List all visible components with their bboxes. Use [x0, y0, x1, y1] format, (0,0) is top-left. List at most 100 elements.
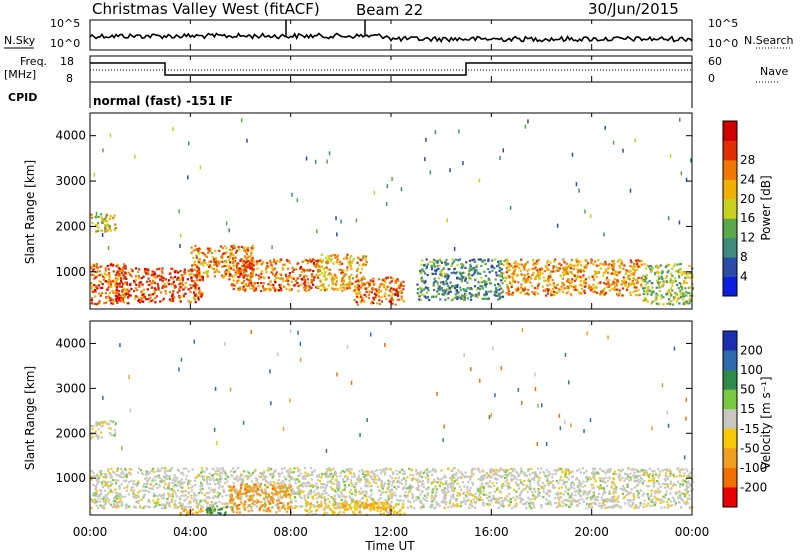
echo-cell	[394, 303, 397, 306]
echo-cell	[603, 504, 606, 507]
echo-cell	[233, 260, 236, 263]
echo-cell	[98, 300, 101, 303]
echo-cell	[228, 266, 231, 270]
echo-cell	[198, 275, 201, 278]
echo-cell	[552, 265, 555, 268]
echo-cell	[120, 296, 123, 299]
echo-cell	[307, 491, 310, 494]
echo-cell	[155, 295, 158, 298]
echo-cell	[472, 272, 475, 276]
echo-cell	[517, 475, 520, 478]
echo-cell	[650, 302, 653, 305]
echo-cell	[546, 479, 549, 482]
echo-cell	[527, 468, 530, 471]
echo-cell	[144, 477, 147, 480]
echo-cell	[303, 497, 306, 500]
echo-cell	[309, 484, 312, 488]
echo-cell	[393, 485, 396, 488]
echo-cell	[553, 469, 556, 472]
echo-cell	[285, 487, 288, 490]
echo-cell	[575, 258, 578, 261]
echo-cell	[679, 485, 682, 488]
echo-cell	[543, 279, 546, 282]
echo-cell	[565, 486, 568, 489]
echo-cell	[353, 489, 357, 492]
echo-cell	[94, 487, 97, 490]
cpid-label: CPID	[8, 91, 37, 104]
echo-cell	[201, 487, 204, 490]
echo-cell	[269, 261, 272, 264]
echo-cell	[438, 277, 441, 280]
echo-cell	[469, 295, 473, 298]
echo-cell	[171, 294, 174, 297]
echo-cell	[410, 506, 413, 509]
echo-cell	[680, 283, 683, 286]
echo-cell	[107, 484, 110, 488]
power-colorbar-tick: 16	[740, 211, 755, 225]
echo-cell	[250, 266, 253, 269]
echo-cell	[250, 264, 254, 267]
echo-cell	[99, 294, 102, 297]
echo-cell	[605, 283, 608, 286]
echo-cell	[529, 276, 532, 279]
echo-cell	[637, 294, 640, 297]
echo-cell	[684, 287, 687, 290]
echo-cell	[152, 485, 155, 488]
echo-cell	[291, 270, 294, 273]
echo-cell	[582, 274, 585, 277]
echo-cell	[369, 279, 372, 282]
echo-cell	[606, 500, 609, 503]
echo-cell	[608, 476, 611, 479]
echo-cell	[324, 289, 327, 292]
echo-cell	[674, 280, 677, 283]
echo-cell	[308, 285, 311, 288]
echo-cell	[292, 277, 295, 280]
echo-cell	[130, 488, 133, 492]
echo-cell	[380, 484, 383, 487]
echo-cell	[350, 471, 353, 474]
echo-cell	[165, 477, 168, 480]
echo-cell	[144, 483, 147, 486]
echo-cell	[161, 497, 164, 500]
echo-cell	[416, 488, 419, 492]
echo-cell	[250, 248, 253, 252]
echo-cell	[225, 269, 228, 272]
echo-cell	[130, 268, 133, 271]
echo-cell	[319, 258, 322, 261]
echo-cell	[305, 275, 308, 278]
echo-cell	[607, 468, 610, 471]
echo-cell	[569, 281, 572, 285]
echo-cell	[498, 292, 501, 295]
echo-cell	[350, 267, 353, 270]
echo-cell	[240, 245, 243, 248]
echo-cell	[602, 491, 606, 494]
echo-cell	[310, 281, 313, 284]
echo-cell	[152, 467, 155, 470]
echo-cell	[193, 483, 197, 486]
echo-cell	[178, 288, 181, 291]
echo-cell	[114, 491, 117, 494]
echo-cell	[199, 294, 202, 297]
echo-cell	[90, 475, 93, 478]
echo-cell	[118, 269, 122, 272]
echo-cell	[454, 272, 457, 275]
noise-sky-label: N.Sky	[4, 34, 36, 47]
echo-cell	[203, 259, 206, 262]
echo-cell	[485, 282, 488, 286]
echo-cell	[667, 216, 670, 221]
echo-cell	[591, 495, 594, 498]
echo-cell	[252, 493, 255, 496]
echo-cell	[480, 264, 483, 268]
echo-cell	[582, 493, 585, 496]
echo-cell	[389, 276, 392, 279]
echo-cell	[178, 289, 181, 292]
echo-cell	[192, 280, 196, 283]
echo-cell	[352, 498, 355, 501]
echo-cell	[241, 260, 245, 263]
echo-cell	[147, 283, 150, 286]
echo-cell	[411, 493, 414, 496]
echo-cell	[306, 278, 309, 281]
echo-cell	[624, 283, 627, 286]
echo-cell	[456, 297, 459, 301]
echo-cell	[540, 506, 543, 509]
